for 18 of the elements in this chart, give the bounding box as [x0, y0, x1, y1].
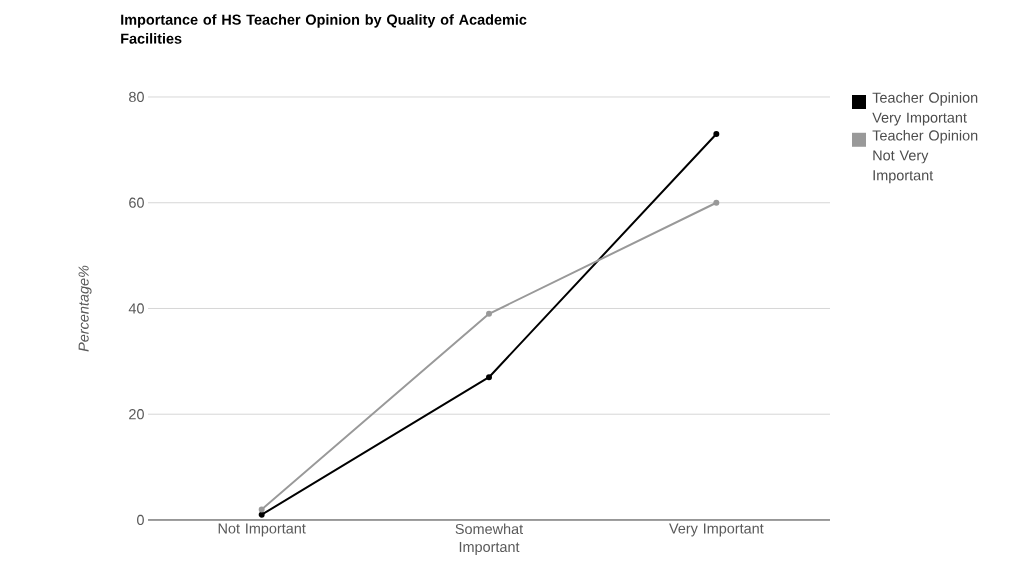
- x-tick-label: Very Important: [669, 523, 764, 537]
- chart-title: Importance of HS Teacher Opinion by Quality of Academic Facilities: [121, 14, 527, 44]
- point: [486, 310, 492, 317]
- y-tick-label: 80: [129, 91, 144, 103]
- point: [486, 374, 492, 381]
- point: [258, 511, 265, 518]
- y-tick-label: 20: [129, 409, 144, 420]
- x-tick-label: Not Important: [218, 523, 306, 537]
- point: [258, 506, 265, 513]
- x-tick-label: Somewhat Important: [455, 523, 524, 555]
- legend-label: Teacher Opinion Very Important: [872, 92, 978, 126]
- y-tick-label: 60: [129, 197, 144, 208]
- point: [713, 199, 720, 206]
- legend-label: Teacher Opinion Not Very Important: [872, 129, 978, 184]
- point: [713, 131, 720, 137]
- y-tick-label: 0: [137, 514, 144, 526]
- y-axis-title: Percentage%: [78, 265, 92, 352]
- y-tick-label: 40: [128, 303, 144, 314]
